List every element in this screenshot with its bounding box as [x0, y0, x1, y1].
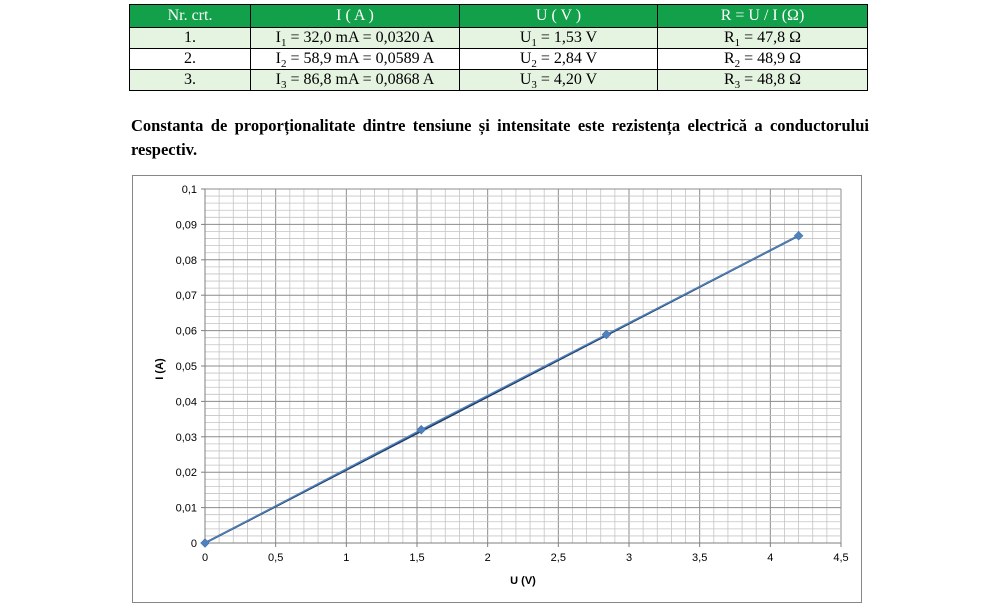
cell-voltage-index: 3 [531, 79, 537, 92]
cell-current-symbol: I [275, 71, 281, 88]
cell-voltage-symbol: U [519, 71, 532, 88]
cell-voltage-value: = 4,20 V [536, 71, 598, 88]
chart-area: 0 0,5 1 1,5 2 2,5 3 3,5 4 4,5 0 0,01 0,02 0,03 0,04 0,0… [132, 175, 862, 603]
cell-current: I2 = 58,9 mA = 0,0589 A [250, 48, 460, 71]
data-point-diamond [601, 329, 612, 340]
cell-current-value: = 86,8 mA = 0,0868 A [286, 71, 435, 88]
cell-current-symbol: I [275, 29, 281, 46]
cell-resistance: R2 = 48,9 Ω [657, 48, 868, 71]
x-tick-label: 3 [626, 552, 632, 564]
x-tick-label: 0,5 [268, 552, 283, 564]
cell-current-index: 1 [280, 37, 287, 50]
cell-current-value: = 32,0 mA = 0,0320 A [286, 29, 435, 46]
cell-voltage-index: 1 [531, 37, 537, 50]
cell-voltage-symbol: U [519, 50, 532, 67]
header-nr: Nr. crt. [129, 4, 251, 28]
x-tick-label: 3,5 [692, 552, 707, 564]
data-point-diamond [200, 538, 210, 548]
cell-resistance-index: 2 [734, 58, 741, 71]
measurement-table: Nr. crt. I ( A ) U ( V ) R = U / I (Ω) 1… [129, 4, 868, 91]
x-tick-label: 0 [202, 552, 208, 564]
y-tick-label: 0 [191, 538, 197, 550]
y-axis-title: I (A) [154, 358, 166, 380]
y-tick-label: 0,05 [176, 361, 197, 373]
cell-current-index: 3 [280, 79, 287, 92]
x-tick-label: 4,5 [833, 552, 848, 564]
header-voltage: U ( V ) [459, 4, 658, 28]
header-current: I ( A ) [250, 4, 460, 28]
y-tick-label: 0,1 [182, 184, 197, 196]
y-tick-label: 0,06 [176, 326, 197, 338]
cell-voltage-value: = 2,84 V [536, 50, 598, 67]
cell-nr: 2. [129, 48, 251, 70]
y-tick-label: 0,07 [176, 290, 197, 302]
cell-current-symbol: I [275, 50, 281, 67]
cell-resistance-symbol: R [723, 50, 735, 67]
header-resistance: R = U / I (Ω) [657, 4, 868, 28]
proportionality-statement: Constanta de proporționalitate dintre te… [131, 116, 869, 159]
cell-nr: 1. [129, 27, 251, 49]
x-tick-label: 4 [767, 552, 773, 564]
cell-voltage-symbol: U [519, 29, 532, 46]
data-series [200, 230, 804, 548]
cell-resistance: R3 = 48,8 Ω [657, 69, 868, 92]
cell-voltage: U3 = 4,20 V [459, 69, 658, 92]
y-tick-label: 0,09 [176, 219, 197, 231]
y-tick-label: 0,01 [176, 503, 197, 515]
cell-current: I1 = 32,0 mA = 0,0320 A [250, 27, 460, 50]
cell-current: I3 = 86,8 mA = 0,0868 A [250, 69, 460, 92]
series-line [204, 235, 799, 544]
x-axis-title: U (V) [510, 575, 536, 587]
data-point-diamond [793, 230, 804, 241]
cell-resistance: R1 = 47,8 Ω [657, 27, 868, 50]
cell-nr: 3. [129, 69, 251, 91]
y-tick-label: 0,02 [176, 467, 197, 479]
cell-resistance-value: = 48,8 Ω [740, 71, 802, 88]
cell-resistance-index: 3 [734, 79, 741, 92]
x-tick-label: 2,5 [551, 552, 566, 564]
cell-resistance-symbol: R [723, 29, 735, 46]
y-tick-label: 0,08 [176, 255, 197, 267]
cell-voltage-index: 2 [531, 58, 537, 71]
cell-resistance-symbol: R [723, 71, 735, 88]
current-voltage-chart: 0 0,5 1 1,5 2 2,5 3 3,5 4 4,5 0 0,01 0,02 0,03 0,04 0,0… [154, 184, 849, 587]
x-tick-label: 2 [485, 552, 491, 564]
data-point-diamond [416, 424, 427, 435]
x-tick-label: 1,5 [409, 552, 424, 564]
cell-resistance-index: 1 [734, 37, 741, 50]
table-row: 1. I1 = 32,0 mA = 0,0320 A U1 = 1,53 V R… [129, 27, 868, 50]
table-header-row: Nr. crt. I ( A ) U ( V ) R = U / I (Ω) [129, 4, 868, 28]
table-row: 3. I3 = 86,8 mA = 0,0868 A U3 = 4,20 V R… [129, 69, 868, 92]
cell-resistance-value: = 48,9 Ω [740, 50, 802, 67]
grid-lines [204, 188, 842, 544]
y-tick-label: 0,03 [176, 432, 197, 444]
y-tick-label: 0,04 [176, 396, 197, 408]
table-row: 2. I2 = 58,9 mA = 0,0589 A U2 = 2,84 V R… [129, 48, 868, 71]
cell-voltage-value: = 1,53 V [536, 29, 598, 46]
cell-current-value: = 58,9 mA = 0,0589 A [286, 50, 435, 67]
x-tick-label: 1 [343, 552, 349, 564]
cell-voltage: U1 = 1,53 V [459, 27, 658, 50]
cell-current-index: 2 [280, 58, 287, 71]
cell-resistance-value: = 47,8 Ω [740, 29, 802, 46]
cell-voltage: U2 = 2,84 V [459, 48, 658, 71]
